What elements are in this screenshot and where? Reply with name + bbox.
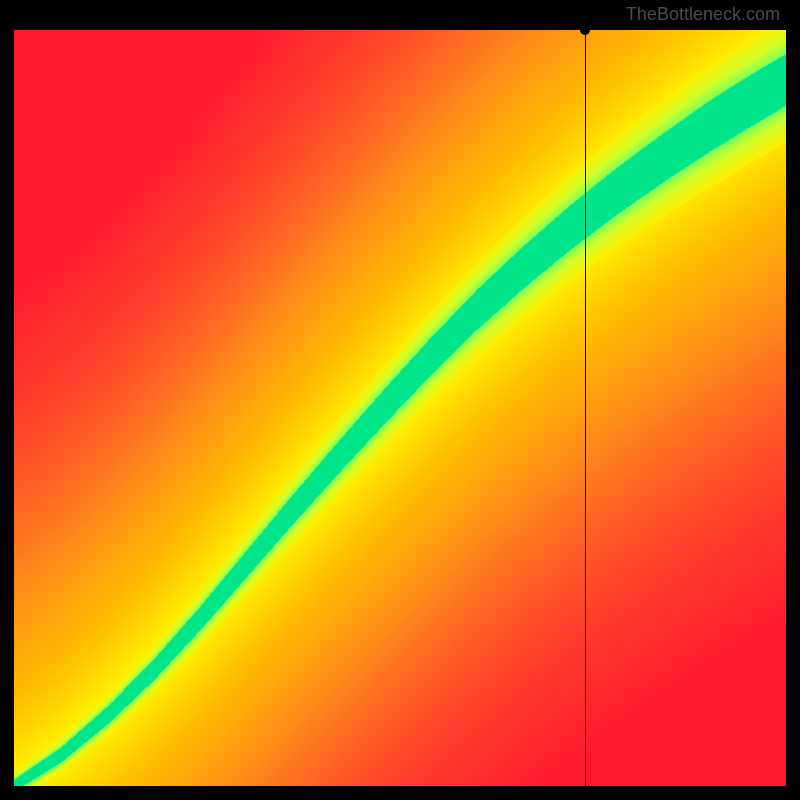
vertical-indicator-line <box>585 30 586 786</box>
heatmap-plot <box>14 30 786 786</box>
watermark-text: TheBottleneck.com <box>626 4 780 25</box>
heatmap-canvas <box>14 30 786 786</box>
top-marker-dot <box>580 25 590 35</box>
